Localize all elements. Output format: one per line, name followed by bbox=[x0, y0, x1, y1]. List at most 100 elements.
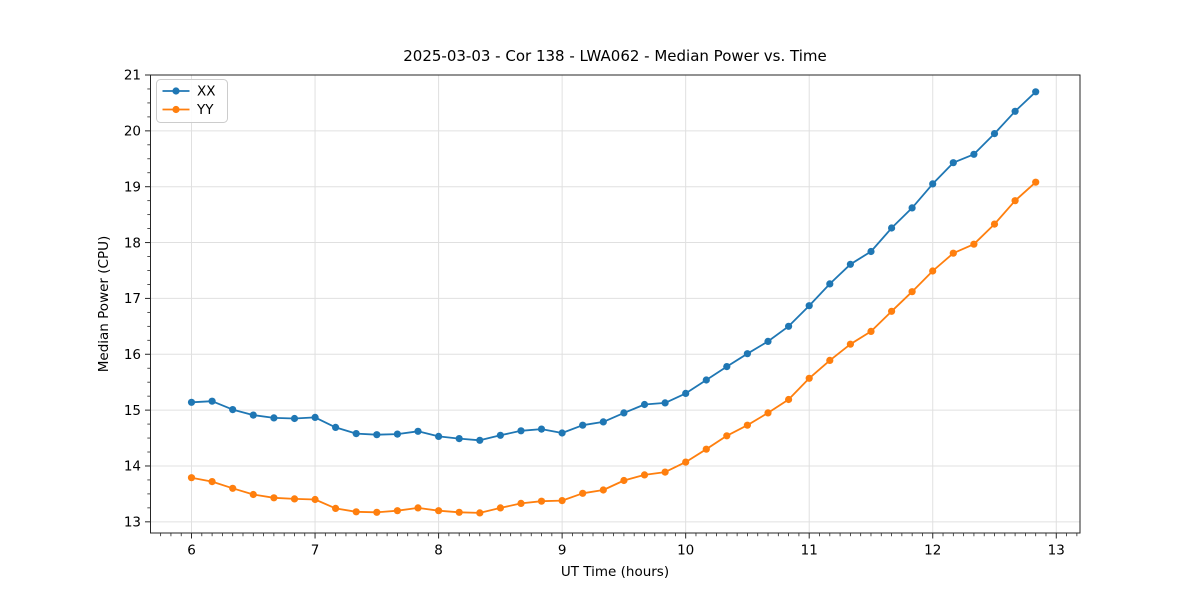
data-point-XX bbox=[496, 431, 504, 439]
data-point-XX bbox=[743, 350, 752, 358]
data-point-YY bbox=[1032, 178, 1040, 186]
data-point-XX bbox=[990, 130, 999, 138]
data-point-XX bbox=[352, 430, 360, 438]
y-tick-label: 16 bbox=[124, 347, 141, 363]
data-point-YY bbox=[455, 508, 463, 516]
data-point-YY bbox=[414, 504, 422, 512]
data-point-YY bbox=[620, 476, 628, 485]
data-point-YY bbox=[908, 288, 916, 296]
data-point-YY bbox=[579, 489, 587, 497]
data-point-YY bbox=[846, 340, 855, 348]
data-point-XX bbox=[867, 247, 875, 256]
data-point-YY bbox=[929, 267, 937, 275]
minor-ticks bbox=[147, 88, 1078, 537]
data-point-YY bbox=[208, 478, 216, 486]
series-YY bbox=[187, 178, 1040, 517]
data-point-XX bbox=[661, 399, 669, 407]
x-tick-label: 13 bbox=[1048, 543, 1065, 559]
series-line-YY bbox=[191, 181, 1037, 514]
data-point-XX bbox=[229, 406, 237, 414]
data-point-YY bbox=[599, 486, 607, 494]
data-point-XX bbox=[929, 180, 937, 188]
data-point-XX bbox=[1032, 88, 1040, 96]
data-point-XX bbox=[249, 411, 257, 419]
x-tick-label: 11 bbox=[801, 543, 818, 559]
data-point-XX bbox=[290, 414, 299, 423]
data-point-XX bbox=[785, 322, 793, 330]
y-tick-label: 14 bbox=[124, 459, 141, 475]
data-point-YY bbox=[764, 409, 772, 417]
y-tick-label: 18 bbox=[124, 235, 141, 251]
data-point-YY bbox=[393, 507, 401, 515]
legend-label-XX: XX bbox=[197, 84, 216, 100]
x-tick-label: 10 bbox=[677, 543, 694, 559]
series-XX bbox=[187, 88, 1040, 444]
data-point-YY bbox=[785, 395, 793, 404]
data-point-YY bbox=[270, 494, 278, 502]
data-point-YY bbox=[249, 490, 257, 499]
legend: XX YY bbox=[156, 79, 228, 123]
y-tick-label: 13 bbox=[124, 515, 141, 531]
data-point-YY bbox=[352, 508, 360, 516]
data-point-XX bbox=[476, 436, 484, 444]
data-point-YY bbox=[290, 495, 299, 503]
legend-label-YY: YY bbox=[196, 102, 214, 118]
data-point-XX bbox=[393, 430, 401, 438]
y-axis-ticks: 13 14 15 16 17 18 19 20 21 bbox=[124, 68, 151, 531]
data-point-XX bbox=[579, 421, 587, 429]
y-tick-label: 17 bbox=[124, 291, 141, 307]
data-point-YY bbox=[888, 307, 896, 315]
data-point-YY bbox=[640, 471, 649, 479]
series-line-XX bbox=[191, 91, 1037, 442]
data-point-XX bbox=[702, 376, 710, 384]
data-point-YY bbox=[990, 220, 999, 228]
legend-marker bbox=[172, 105, 180, 114]
y-tick-label: 20 bbox=[124, 124, 141, 140]
data-point-YY bbox=[661, 468, 669, 476]
data-point-YY bbox=[311, 495, 319, 504]
data-point-XX bbox=[620, 409, 628, 417]
data-point-XX bbox=[187, 398, 196, 406]
x-tick-label: 12 bbox=[924, 543, 941, 559]
grid bbox=[150, 74, 1080, 533]
data-point-XX bbox=[949, 159, 957, 167]
data-point-YY bbox=[229, 484, 237, 492]
data-point-XX bbox=[826, 280, 834, 288]
data-point-YY bbox=[682, 458, 690, 466]
data-point-YY bbox=[1011, 197, 1019, 205]
data-point-XX bbox=[208, 397, 216, 405]
data-point-YY bbox=[496, 504, 504, 512]
data-point-XX bbox=[517, 427, 525, 435]
data-point-YY bbox=[373, 508, 381, 516]
y-axis-label: Median Power (CPU) bbox=[96, 235, 112, 373]
data-point-YY bbox=[435, 507, 443, 515]
data-point-XX bbox=[270, 414, 278, 422]
data-point-XX bbox=[640, 400, 649, 409]
legend-box bbox=[156, 79, 228, 123]
data-point-XX bbox=[723, 363, 731, 371]
chart-title: 2025-03-03 - Cor 138 - LWA062 - Median P… bbox=[403, 47, 827, 65]
data-point-XX bbox=[414, 427, 422, 435]
data-point-XX bbox=[599, 418, 607, 426]
data-point-YY bbox=[476, 509, 484, 517]
data-point-XX bbox=[537, 425, 546, 433]
data-point-XX bbox=[682, 389, 690, 397]
data-point-YY bbox=[517, 499, 525, 507]
data-point-YY bbox=[537, 497, 546, 505]
data-point-XX bbox=[373, 431, 381, 439]
y-tick-label: 15 bbox=[124, 403, 141, 419]
axes-frame bbox=[150, 74, 1081, 534]
x-tick-label: 9 bbox=[558, 543, 567, 559]
data-point-YY bbox=[970, 240, 978, 248]
y-tick-label: 19 bbox=[124, 179, 141, 195]
data-point-YY bbox=[723, 432, 731, 440]
data-point-YY bbox=[867, 327, 875, 335]
data-point-YY bbox=[743, 421, 752, 429]
x-tick-label: 7 bbox=[311, 543, 320, 559]
legend-marker bbox=[172, 87, 180, 95]
data-point-XX bbox=[805, 302, 813, 310]
x-tick-label: 8 bbox=[434, 543, 443, 559]
data-point-XX bbox=[888, 224, 896, 232]
data-point-YY bbox=[805, 374, 813, 382]
